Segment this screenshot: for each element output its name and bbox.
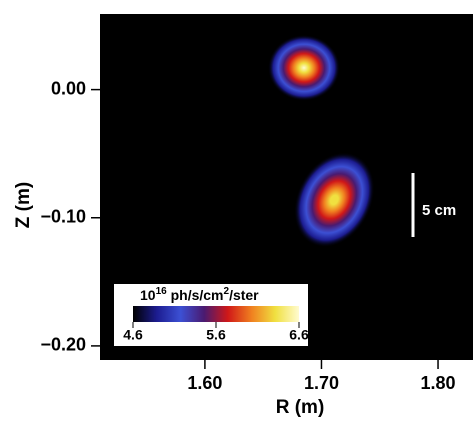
colorbar — [133, 306, 299, 322]
y-tick-label: −0.20 — [40, 335, 86, 355]
x-tick-label: 1.70 — [304, 373, 339, 393]
y-tick-label: 0.00 — [51, 78, 86, 98]
x-tick-label: 1.80 — [421, 373, 456, 393]
chart: Z (m) R (m) 0.00 −0.10 −0.20 1.60 1.70 1.80 5 … — [0, 0, 473, 422]
y-axis-label: Z (m) — [13, 182, 34, 228]
x-tick-label: 1.60 — [187, 373, 222, 393]
colorbar-tick-label: 6.6 — [289, 327, 309, 343]
scale-bar-label: 5 cm — [422, 202, 456, 219]
colorbar-title-part: 16 — [156, 286, 168, 297]
colorbar-title-part: 10 — [140, 287, 156, 303]
colorbar-title-part: /ster — [229, 287, 259, 303]
y-tick-label: −0.10 — [40, 207, 86, 227]
x-axis-label: R (m) — [276, 397, 325, 418]
colorbar-tick-label: 5.6 — [206, 327, 226, 343]
colorbar-tick-label: 4.6 — [123, 327, 143, 343]
colorbar-title-part: ph/s/cm — [167, 287, 224, 303]
emission-blob — [268, 35, 340, 101]
